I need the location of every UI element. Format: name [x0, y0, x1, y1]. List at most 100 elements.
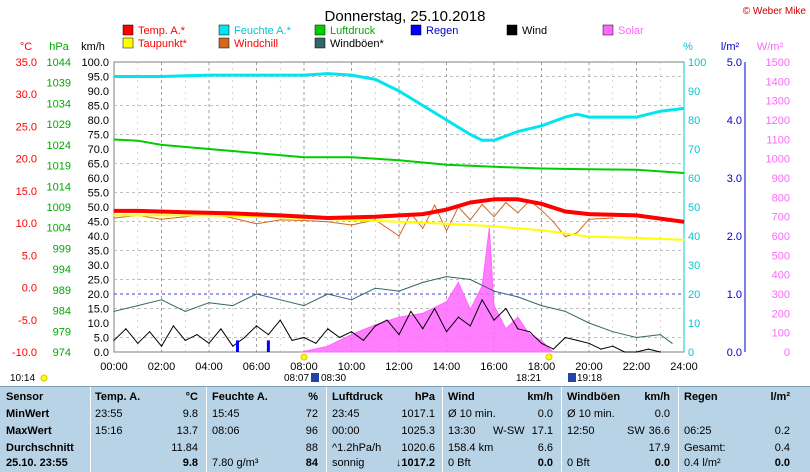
data-point [588, 342, 590, 344]
data-point [113, 214, 115, 216]
data-point [517, 198, 519, 200]
legend-swatch [218, 24, 230, 36]
data-point [529, 334, 531, 336]
data-point [350, 299, 353, 301]
tick-press: 1004 [47, 223, 71, 235]
tick-hum: 100 [688, 57, 706, 69]
data-point [445, 331, 448, 333]
data-point [600, 348, 602, 350]
table-cell-value: 9.8 [182, 408, 198, 420]
data-point [540, 305, 543, 307]
legend-label: Luftdruck [330, 25, 376, 37]
table-cell-value: 6.6 [537, 442, 553, 454]
data-point [422, 281, 424, 283]
tick-wind: 35.0 [88, 246, 109, 258]
x-tick-label: 00:00 [100, 361, 128, 373]
x-tick-label: 24:00 [670, 361, 698, 373]
data-point [481, 203, 483, 205]
statistics-table: Sensor MinWert MaxWert Durchschnitt 25.10. 2… [0, 386, 810, 472]
table-cell-time: sonnig [332, 457, 365, 469]
sun-icon [40, 374, 48, 382]
legend-swatch [314, 24, 326, 36]
data-point [327, 345, 329, 347]
data-point [671, 342, 673, 344]
table-unit-col_press: hPa [414, 391, 435, 403]
data-point [445, 119, 448, 121]
data-point [303, 156, 305, 158]
x-tick-label: 04:00 [195, 361, 223, 373]
series-windchill [113, 200, 613, 238]
tick-press: 1044 [47, 57, 71, 69]
table-cell-value: 0.0 [537, 408, 553, 420]
x-tick-label: 14:00 [433, 361, 461, 373]
x-tick-label: 16:00 [480, 361, 508, 373]
data-point [469, 278, 471, 281]
table-cell-value: 9.8 [182, 457, 198, 469]
data-point [445, 276, 448, 278]
axis-unit-wind: km/h [81, 41, 105, 53]
data-point [635, 214, 638, 216]
data-point [588, 168, 590, 170]
table-unit-col_temp: °C [185, 391, 198, 403]
tick-press: 1029 [47, 119, 71, 131]
tick-press: 1014 [47, 181, 71, 193]
tick-wind: 25.0 [88, 275, 109, 287]
tick-wind: 85.0 [88, 101, 109, 113]
data-point [232, 212, 234, 214]
data-point [540, 167, 543, 170]
legend-swatch [122, 37, 134, 49]
data-point [659, 110, 661, 112]
data-point [683, 221, 685, 223]
data-point [564, 310, 566, 312]
tick-press: 974 [53, 347, 71, 359]
data-point [137, 210, 139, 212]
moon-icon [568, 373, 576, 382]
data-point [362, 339, 364, 341]
data-point [469, 219, 471, 221]
tick-solar: 800 [772, 192, 790, 204]
data-point [303, 305, 305, 307]
chart-title: Donnerstag, 25.10.2018 [325, 8, 486, 25]
table-cell-time: 23:45 [332, 408, 360, 420]
data-point [683, 239, 685, 241]
legend-swatch [410, 24, 422, 36]
tick-solar: 1100 [766, 134, 790, 146]
table-unit-col_rain: l/m² [770, 391, 790, 403]
table-unit-col_hum: % [308, 391, 318, 403]
data-point [493, 198, 495, 200]
data-point [196, 334, 198, 336]
data-point [279, 299, 281, 301]
tick-press: 989 [53, 285, 71, 297]
table-cell-value: 1025.3 [401, 425, 435, 437]
tick-hum: 30 [688, 260, 700, 272]
data-point [374, 216, 376, 218]
tick-press: 1009 [47, 202, 71, 214]
sunrise-marker-icon [300, 353, 308, 361]
data-point [125, 328, 127, 330]
weather-chart: Donnerstag, 25.10.2018 © Weber Mike Temp… [10, 6, 806, 384]
data-point [422, 312, 424, 314]
data-point [493, 139, 495, 141]
tick-wind: 15.0 [88, 304, 109, 316]
x-tick-label: 20:00 [575, 361, 603, 373]
data-point [232, 217, 234, 219]
data-point [659, 334, 661, 336]
table-cell-direction: W-SW [493, 425, 525, 437]
data-point [445, 164, 448, 166]
data-point [113, 217, 115, 219]
table-cell-direction: SW [627, 425, 645, 437]
data-point [137, 140, 139, 142]
tick-rain: 4.0 [727, 115, 742, 127]
tick-press: 999 [53, 243, 71, 255]
tick-press: 1039 [47, 78, 71, 90]
tick-wind: 100.0 [81, 57, 109, 69]
table-header-col_temp: Temp. A. [95, 391, 141, 403]
data-point [350, 331, 353, 333]
tick-temp: -5.0 [18, 315, 37, 327]
data-point [517, 328, 519, 330]
table-cell-value: 0.0 [654, 457, 670, 469]
legend-swatch [602, 24, 614, 36]
tick-hum: 70 [688, 144, 700, 156]
table-cell-time: 12:50 [567, 425, 595, 437]
data-point [612, 217, 614, 219]
